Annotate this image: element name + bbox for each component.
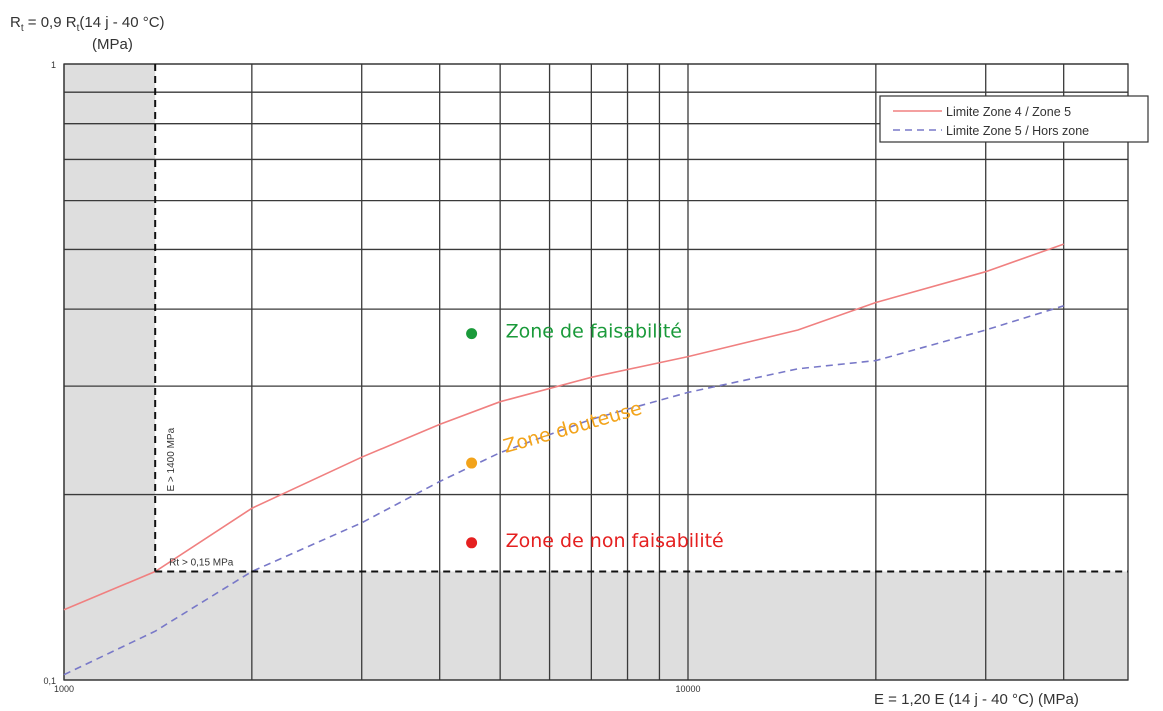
threshold-rt-label: Rt > 0,15 MPa [169, 558, 234, 569]
zone-label-1: Zone douteuse [501, 397, 644, 458]
legend-box [879, 95, 1149, 143]
series-line-1 [63, 305, 1064, 676]
y-axis-unit: (MPa) [92, 36, 133, 53]
x-tick-label-1000: 1000 [54, 684, 74, 694]
series-line-0 [63, 243, 1064, 611]
legend-label-zone4-zone5: Limite Zone 4 / Zone 5 [946, 105, 1071, 119]
shade-rt-below-threshold [64, 571, 1128, 680]
y-axis-title: Rt = 0,9 Rt(14 j - 40 °C) [10, 14, 165, 34]
y-tick-label-1: 1 [51, 60, 56, 70]
legend-label-zone5-hors-zone: Limite Zone 5 / Hors zone [946, 124, 1089, 138]
curves [63, 243, 1064, 676]
zone-point-0 [466, 328, 478, 340]
zone-point-1 [466, 457, 478, 469]
threshold-lines: E > 1400 MPa Rt > 0,15 MPa [154, 64, 1128, 573]
threshold-e-label: E > 1400 MPa [166, 427, 177, 491]
zone-points: Zone de faisabilité Zone douteuse Zone de … [466, 321, 724, 552]
excluded-region-shading [64, 64, 1128, 680]
plot-frame [63, 63, 1129, 681]
zone-point-2 [466, 537, 478, 549]
x-tick-label-10000: 10000 [675, 684, 700, 694]
tick-labels: 1000 10000 1 0,1 [43, 60, 700, 694]
plot-border [63, 63, 1129, 681]
zone-label-0: Zone de faisabilité [506, 321, 682, 343]
grid-lines [63, 63, 1128, 681]
x-axis-title: E = 1,20 E (14 j - 40 °C) (MPa) [874, 691, 1079, 708]
y-tick-label-0_1: 0,1 [43, 676, 56, 686]
legend: Limite Zone 4 / Zone 5 Limite Zone 5 / H… [879, 95, 1149, 143]
zone-label-2: Zone de non faisabilité [506, 530, 724, 552]
